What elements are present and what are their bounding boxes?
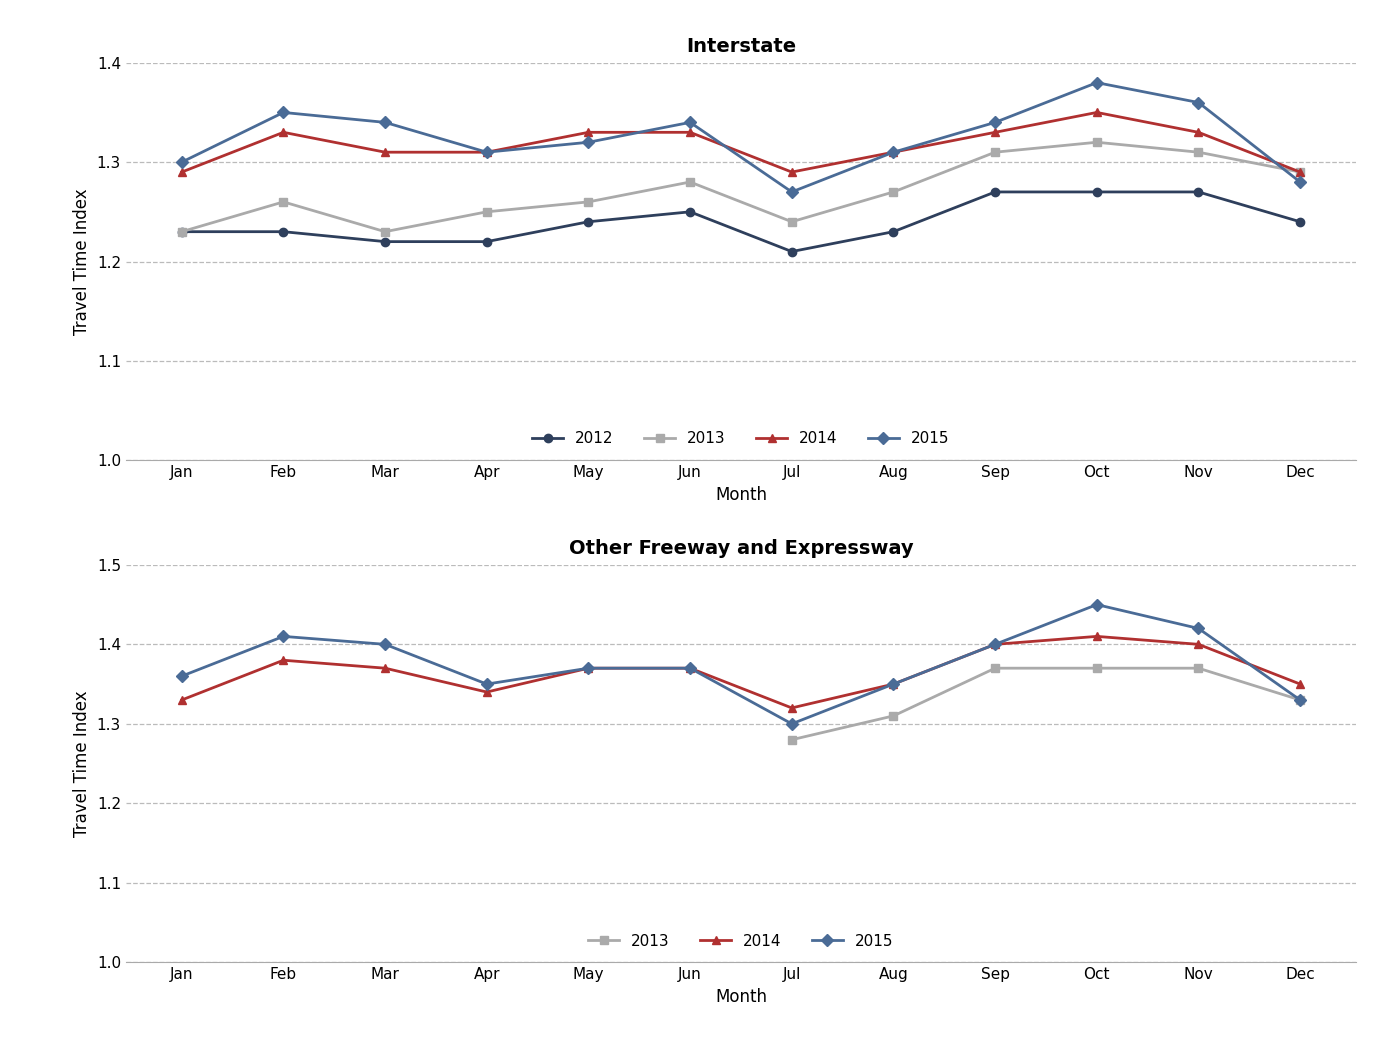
2013 [1190, 662, 1206, 675]
2015 [173, 156, 190, 168]
2015 [478, 145, 495, 158]
2014 [1292, 678, 1309, 690]
2015 [1089, 598, 1106, 611]
Line: 2015: 2015 [178, 600, 1304, 728]
2012 [682, 205, 699, 218]
2014 [987, 126, 1004, 138]
Line: 2014: 2014 [178, 109, 1304, 176]
2014 [885, 678, 902, 690]
2012 [478, 235, 495, 248]
2013 [987, 662, 1004, 675]
2015 [783, 185, 800, 198]
2015 [173, 669, 190, 682]
2014 [275, 126, 292, 138]
Legend: 2013, 2014, 2015: 2013, 2014, 2015 [583, 928, 899, 955]
2013 [783, 733, 800, 746]
2013 [1190, 145, 1206, 158]
2014 [1190, 126, 1206, 138]
2012 [580, 215, 597, 228]
Line: 2013: 2013 [787, 664, 1304, 744]
Y-axis label: Travel Time Index: Travel Time Index [73, 690, 91, 837]
X-axis label: Month: Month [714, 987, 768, 1006]
2014 [478, 145, 495, 158]
Line: 2015: 2015 [178, 78, 1304, 196]
2015 [885, 678, 902, 690]
Title: Other Freeway and Expressway: Other Freeway and Expressway [569, 539, 913, 558]
2013 [275, 196, 292, 208]
2013 [682, 176, 699, 188]
2013 [1089, 136, 1106, 149]
Y-axis label: Travel Time Index: Travel Time Index [73, 188, 91, 335]
Legend: 2012, 2013, 2014, 2015: 2012, 2013, 2014, 2015 [527, 426, 955, 453]
Title: Interstate: Interstate [686, 37, 795, 55]
2014 [173, 165, 190, 178]
2015 [376, 116, 393, 129]
Line: 2014: 2014 [178, 632, 1304, 712]
2012 [376, 235, 393, 248]
2015 [682, 662, 699, 675]
2012 [783, 245, 800, 257]
2014 [885, 145, 902, 158]
Line: 2012: 2012 [178, 188, 1304, 255]
2014 [987, 638, 1004, 651]
2015 [376, 638, 393, 651]
2014 [173, 693, 190, 706]
2015 [580, 136, 597, 149]
2012 [173, 225, 190, 237]
2015 [1190, 96, 1206, 109]
2013 [173, 225, 190, 237]
2014 [682, 662, 699, 675]
2014 [580, 662, 597, 675]
2015 [1292, 693, 1309, 706]
2015 [682, 116, 699, 129]
2014 [1292, 165, 1309, 178]
2012 [1089, 185, 1106, 198]
2012 [275, 225, 292, 237]
2013 [1292, 165, 1309, 178]
2014 [1089, 630, 1106, 642]
2013 [580, 196, 597, 208]
2012 [1292, 215, 1309, 228]
2015 [1190, 622, 1206, 635]
2014 [682, 126, 699, 138]
2015 [783, 718, 800, 730]
2015 [1089, 76, 1106, 89]
X-axis label: Month: Month [714, 485, 768, 504]
2014 [1190, 638, 1206, 651]
2014 [1089, 106, 1106, 118]
2012 [885, 225, 902, 237]
Line: 2013: 2013 [178, 138, 1304, 235]
2013 [478, 205, 495, 218]
2013 [783, 215, 800, 228]
2015 [275, 106, 292, 118]
2014 [783, 165, 800, 178]
2014 [376, 662, 393, 675]
2015 [275, 630, 292, 642]
2015 [987, 116, 1004, 129]
2013 [885, 185, 902, 198]
2013 [1089, 662, 1106, 675]
2014 [783, 702, 800, 714]
2013 [1292, 693, 1309, 706]
2015 [580, 662, 597, 675]
2014 [580, 126, 597, 138]
2015 [885, 145, 902, 158]
2014 [478, 686, 495, 699]
2015 [1292, 176, 1309, 188]
2014 [376, 145, 393, 158]
2015 [987, 638, 1004, 651]
2013 [885, 709, 902, 722]
2014 [275, 654, 292, 666]
2012 [987, 185, 1004, 198]
2015 [478, 678, 495, 690]
2012 [1190, 185, 1206, 198]
2013 [987, 145, 1004, 158]
2013 [376, 225, 393, 237]
